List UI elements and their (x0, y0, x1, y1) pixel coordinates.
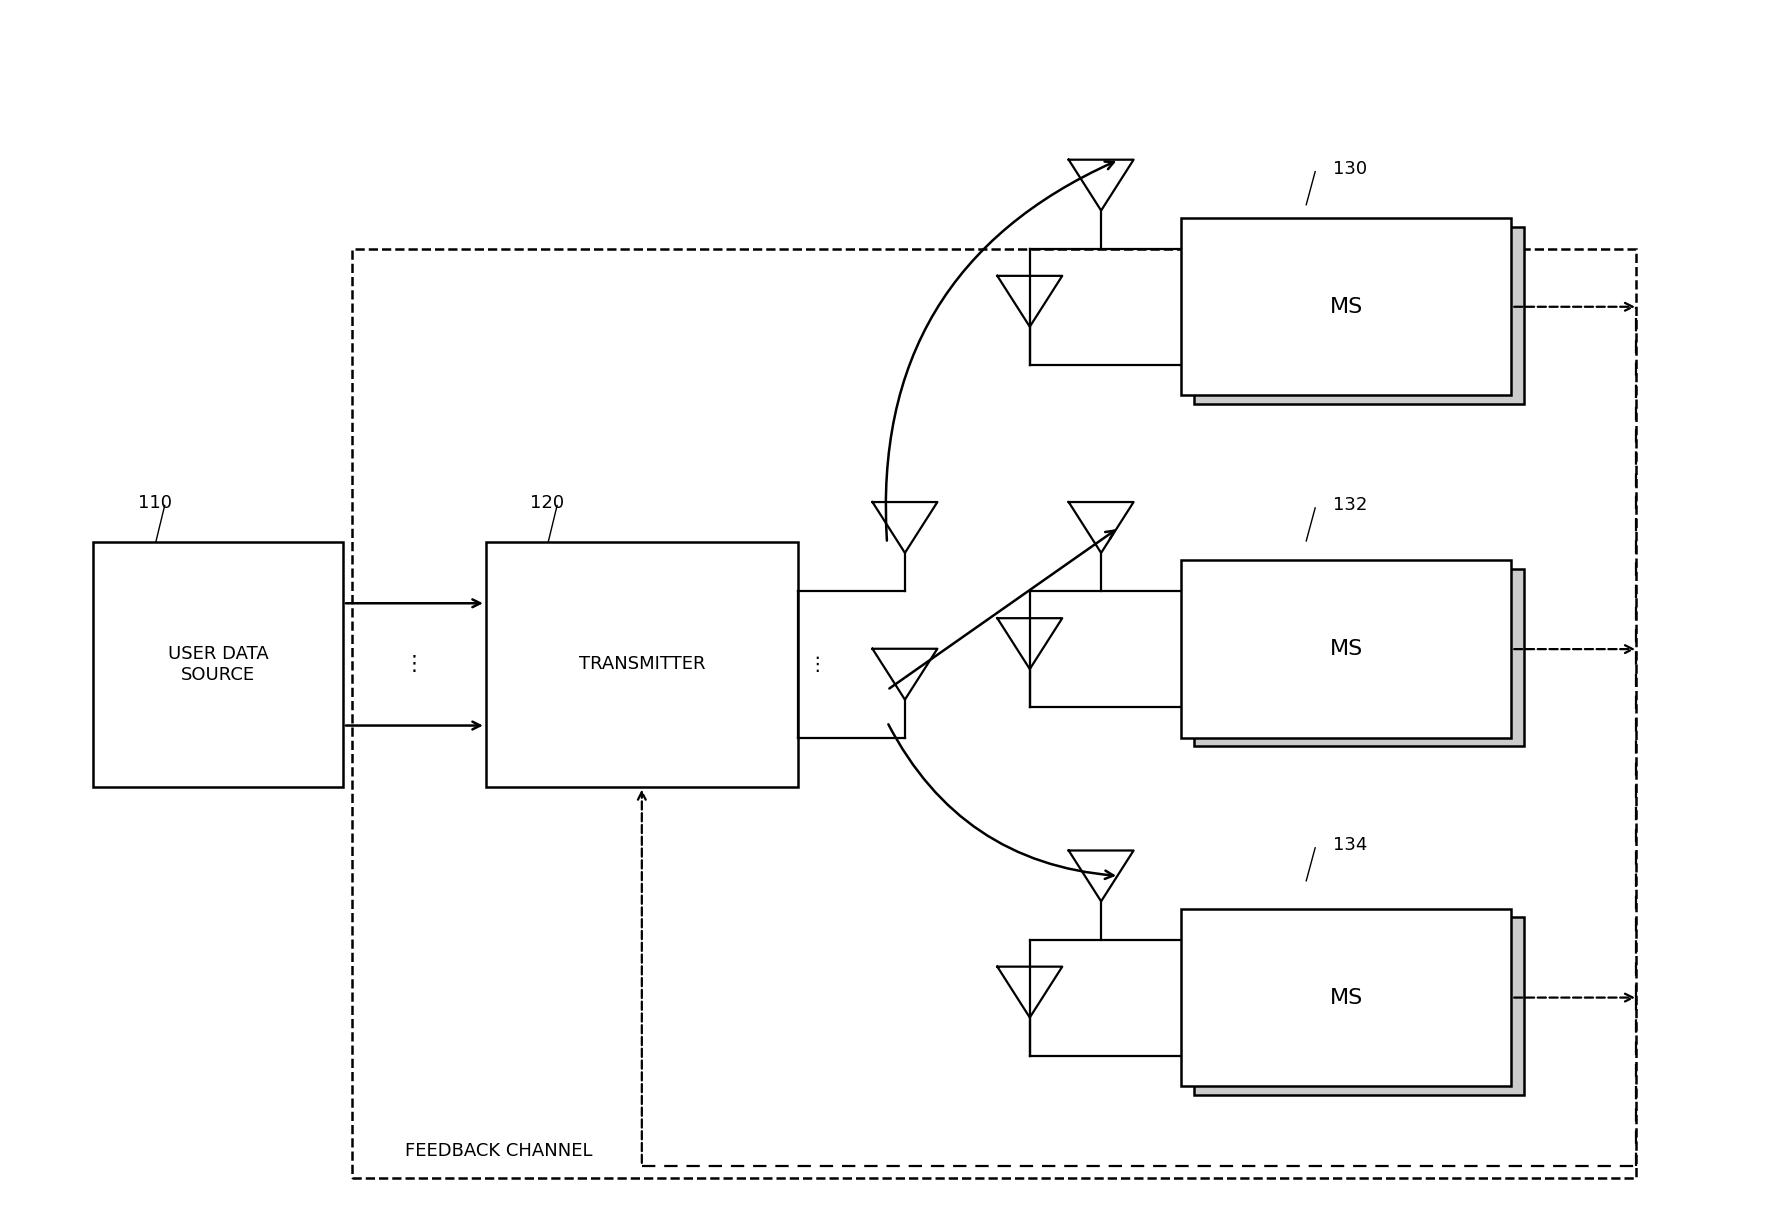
Text: 130: 130 (1333, 160, 1367, 177)
Text: USER DATA
SOURCE: USER DATA SOURCE (168, 645, 269, 683)
Text: ⋮: ⋮ (806, 655, 826, 673)
Text: 120: 120 (530, 494, 564, 512)
Text: 110: 110 (138, 494, 172, 512)
Bar (1181, 908, 1511, 1086)
Bar (351, 249, 1636, 1178)
Text: TRANSMITTER: TRANSMITTER (579, 655, 704, 673)
Bar (1181, 560, 1511, 737)
Text: FEEDBACK CHANNEL: FEEDBACK CHANNEL (405, 1141, 593, 1160)
Text: 134: 134 (1333, 836, 1367, 854)
Text: 132: 132 (1333, 496, 1367, 515)
Text: MS: MS (1330, 297, 1364, 316)
Bar (1193, 227, 1523, 404)
Text: MS: MS (1330, 639, 1364, 659)
Bar (1181, 218, 1511, 395)
Text: MS: MS (1330, 987, 1364, 1008)
Bar (1193, 569, 1523, 746)
Text: ⋮: ⋮ (403, 655, 425, 675)
Bar (93, 542, 342, 787)
Bar (1193, 917, 1523, 1094)
Bar (486, 542, 797, 787)
